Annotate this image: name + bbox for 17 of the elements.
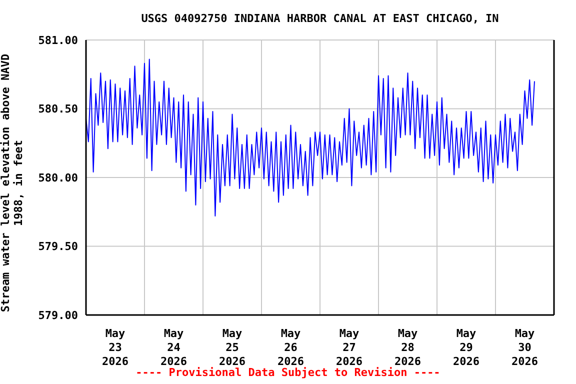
x-tick-label: May 30 2026 [512, 327, 538, 368]
line-series [86, 58, 535, 216]
x-tick-label: May 28 2026 [394, 327, 422, 368]
x-tick-label: May 23 2026 [102, 327, 129, 368]
y-tick-label: 580.50 [38, 102, 78, 116]
chart-title: USGS 04092750 INDIANA HARBOR CANAL AT EAST CHICAGO, IN [140, 12, 500, 25]
x-tick-label: May 27 2026 [336, 327, 363, 368]
y-tick-label: 579.50 [38, 240, 78, 254]
y-tick-label: 580.00 [38, 171, 78, 184]
y-axis-title: Stream water level elevation above NAVD 1988, in feet [0, 52, 25, 314]
x-tick-label: May 25 2026 [219, 327, 246, 368]
x-tick-label: May 26 2026 [278, 327, 304, 368]
x-tick-label: May 24 2026 [160, 327, 188, 368]
x-tick-label: May 29 2026 [453, 327, 480, 368]
y-tick-label: 579.00 [38, 308, 78, 322]
text: ---- Provisional Data Subject to Revision ---- [136, 366, 440, 379]
y-tick-label: 581.00 [38, 34, 78, 47]
